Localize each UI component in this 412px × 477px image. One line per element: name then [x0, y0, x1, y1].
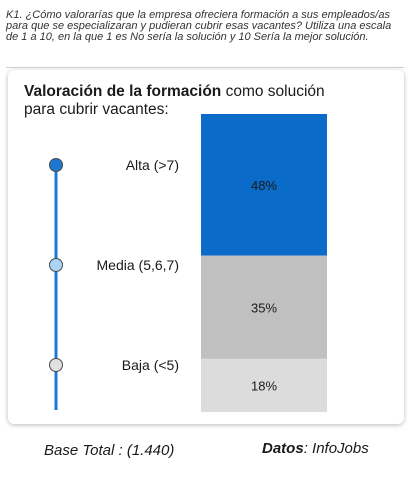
stacked-bar-chart: 48% Alta (>7) 35% Media (5,6,7) 18% Baja (<5)	[49, 114, 327, 412]
scale-marker-alta-7	[49, 158, 63, 172]
category-label-media-5-6-7: Media (5,6,7)	[97, 257, 179, 273]
scale-marker-baja-5	[49, 358, 63, 372]
value-label-baja-5: 18%	[251, 378, 277, 393]
chart-title: Valoración de la formación como solución…	[24, 83, 354, 119]
category-label-baja-5: Baja (<5)	[122, 357, 179, 373]
chart-panel: Valoración de la formación como solución…	[8, 70, 404, 424]
chart-title-bold: Valoración de la formación	[24, 83, 222, 100]
divider	[6, 67, 404, 68]
data-source-label: Datos	[262, 440, 304, 457]
bar-segment-baja-5	[201, 358, 327, 412]
scale-marker-media-5-6-7	[49, 258, 63, 272]
bar-segment-alta-7	[201, 114, 327, 256]
data-source-value: : InfoJobs	[303, 440, 369, 457]
value-label-alta-7: 48%	[251, 178, 277, 193]
question-text: K1. ¿Cómo valorarías que la empresa ofre…	[6, 9, 392, 43]
bar-segment-media-5-6-7	[201, 255, 327, 359]
chart-title-rest: como solución para cubrir vacantes:	[24, 83, 325, 118]
category-label-alta-7: Alta (>7)	[126, 157, 179, 173]
value-label-media-5-6-7: 35%	[251, 300, 277, 315]
base-total-note: Base Total : (1.440)	[44, 442, 175, 459]
data-source: Datos: InfoJobs	[262, 440, 369, 457]
